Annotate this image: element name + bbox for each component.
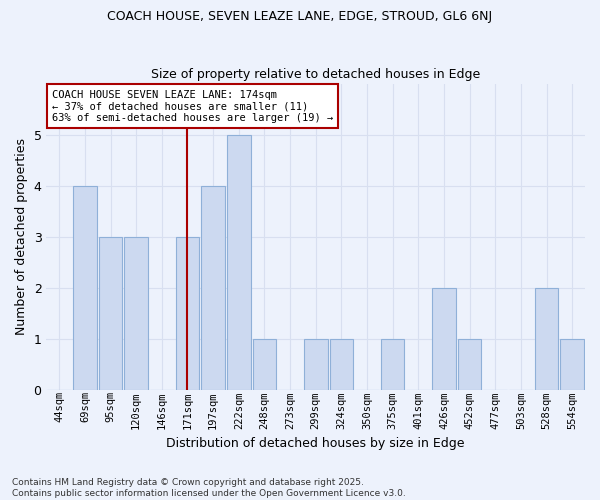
Y-axis label: Number of detached properties: Number of detached properties (15, 138, 28, 335)
Bar (227, 134, 251, 390)
Title: Size of property relative to detached houses in Edge: Size of property relative to detached ho… (151, 68, 481, 81)
Text: Contains HM Land Registry data © Crown copyright and database right 2025.
Contai: Contains HM Land Registry data © Crown c… (12, 478, 406, 498)
Bar (432, 288, 456, 390)
Bar (458, 338, 481, 390)
Bar (560, 338, 584, 390)
Bar (176, 236, 199, 390)
Bar (124, 236, 148, 390)
Bar (304, 338, 328, 390)
Bar (73, 186, 97, 390)
Bar (202, 186, 225, 390)
Text: COACH HOUSE, SEVEN LEAZE LANE, EDGE, STROUD, GL6 6NJ: COACH HOUSE, SEVEN LEAZE LANE, EDGE, STR… (107, 10, 493, 23)
Bar (329, 338, 353, 390)
Text: COACH HOUSE SEVEN LEAZE LANE: 174sqm
← 37% of detached houses are smaller (11)
6: COACH HOUSE SEVEN LEAZE LANE: 174sqm ← 3… (52, 90, 333, 123)
Bar (381, 338, 404, 390)
Bar (253, 338, 276, 390)
Bar (99, 236, 122, 390)
Bar (535, 288, 559, 390)
X-axis label: Distribution of detached houses by size in Edge: Distribution of detached houses by size … (166, 437, 465, 450)
